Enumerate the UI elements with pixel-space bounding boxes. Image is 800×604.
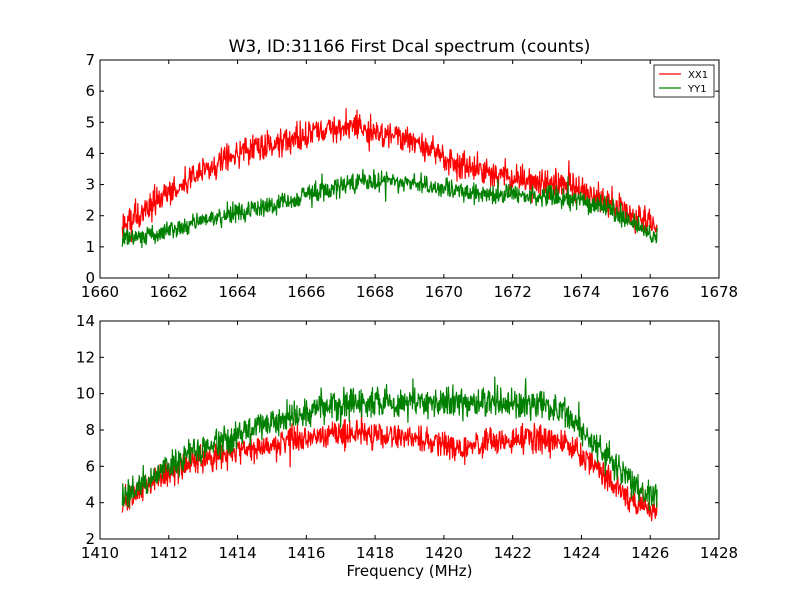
legend-label: XX1 (688, 70, 708, 81)
y-tick-label: 2 (85, 530, 95, 548)
legend-box (653, 64, 715, 98)
series-group (121, 108, 658, 249)
x-tick-label: 1674 (562, 283, 600, 301)
series-line-series-2 (121, 376, 658, 511)
y-tick-label: 1 (85, 238, 95, 256)
x-tick-label: 1426 (631, 544, 669, 562)
y-tick-label: 8 (85, 421, 95, 439)
y-tick-label: 6 (85, 457, 95, 475)
x-tick-label: 1672 (494, 283, 532, 301)
y-tick-label: 7 (85, 51, 95, 69)
y-tick-label: 5 (85, 113, 95, 131)
series-line-series-1 (121, 409, 658, 522)
y-tick-label: 0 (85, 269, 95, 287)
y-tick-label: 2 (85, 207, 95, 225)
y-tick-label: 6 (85, 82, 95, 100)
y-tick-label: 4 (85, 494, 95, 512)
y-tick-label: 10 (76, 385, 95, 403)
x-tick-label: 1412 (150, 544, 188, 562)
x-tick-label: 1678 (700, 283, 738, 301)
x-tick-label: 1666 (287, 283, 325, 301)
x-tick-label: 1676 (631, 283, 669, 301)
bottom-panel: 1410 1412 1414 1416 1418 1420 1422 1424 1426 1428… (76, 312, 738, 580)
x-tick-label: 1410 (81, 544, 119, 562)
x-tick-label: 1424 (562, 544, 600, 562)
x-tick-label: 1670 (425, 283, 463, 301)
x-tick-label: 1428 (700, 544, 738, 562)
axes-frame (99, 59, 720, 279)
x-tick-label: 1414 (218, 544, 256, 562)
y-tick-label: 12 (76, 348, 95, 366)
x-tick-label: 1668 (356, 283, 394, 301)
x-axis-label: Frequency (MHz) (346, 562, 472, 580)
x-tick-label: 1416 (287, 544, 325, 562)
y-tick-label: 3 (85, 176, 95, 194)
x-tick-label: 1420 (425, 544, 463, 562)
top-panel: 1660 1662 1664 1666 1668 1670 1672 1674 1676 1678… (81, 37, 738, 301)
y-tick-label: 14 (76, 312, 95, 330)
x-tick-label: 1662 (150, 283, 188, 301)
x-tick-label: 1422 (494, 544, 532, 562)
chart-title: W3, ID:31166 First Dcal spectrum (counts… (229, 37, 591, 57)
x-tick-label: 1664 (218, 283, 256, 301)
y-tick-label: 4 (85, 144, 95, 162)
x-tick-label: 1660 (81, 283, 119, 301)
series-group (121, 376, 658, 522)
series-line-yy1 (121, 168, 658, 249)
legend-label: YY1 (687, 84, 707, 95)
x-tick-label: 1418 (356, 544, 394, 562)
